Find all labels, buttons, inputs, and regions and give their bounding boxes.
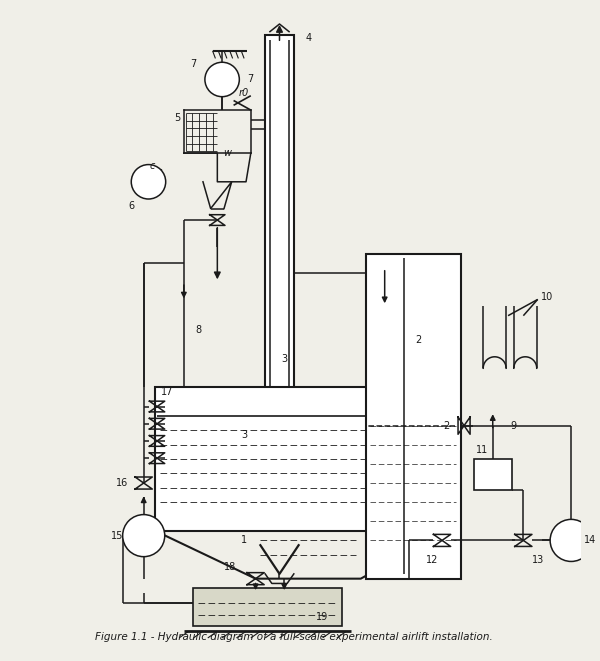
Circle shape <box>205 62 239 97</box>
Text: 19: 19 <box>316 612 329 622</box>
Bar <box>365 254 461 578</box>
Text: 9: 9 <box>511 420 517 431</box>
Bar <box>473 459 512 490</box>
Text: 12: 12 <box>427 555 439 564</box>
Text: 7: 7 <box>248 75 254 85</box>
Text: 11: 11 <box>476 445 488 455</box>
Text: 5: 5 <box>174 113 180 123</box>
Bar <box>193 588 341 627</box>
Bar <box>265 36 294 522</box>
Text: 6: 6 <box>128 201 134 211</box>
Text: 2: 2 <box>444 420 450 431</box>
Text: c: c <box>149 161 155 171</box>
Text: Figure 1.1 - Hydraulic diagram of a full-scale experimental airlift installation: Figure 1.1 - Hydraulic diagram of a full… <box>95 632 493 642</box>
Text: r0: r0 <box>239 88 249 98</box>
Text: 2: 2 <box>415 334 421 344</box>
Text: 18: 18 <box>224 563 236 572</box>
Bar <box>155 387 447 531</box>
Text: 1: 1 <box>241 535 247 545</box>
Text: 13: 13 <box>532 555 544 564</box>
Text: 16: 16 <box>116 478 128 488</box>
Text: w: w <box>223 148 231 158</box>
Text: 14: 14 <box>584 535 596 545</box>
Circle shape <box>122 515 165 557</box>
Text: 3: 3 <box>241 430 247 440</box>
Text: 4: 4 <box>305 33 311 44</box>
Text: 3: 3 <box>281 354 287 364</box>
Text: 15: 15 <box>111 531 123 541</box>
Text: 10: 10 <box>541 292 553 301</box>
Circle shape <box>550 520 592 561</box>
Text: 7: 7 <box>190 59 197 69</box>
Text: 8: 8 <box>195 325 201 335</box>
Circle shape <box>131 165 166 199</box>
Text: 17: 17 <box>161 387 174 397</box>
